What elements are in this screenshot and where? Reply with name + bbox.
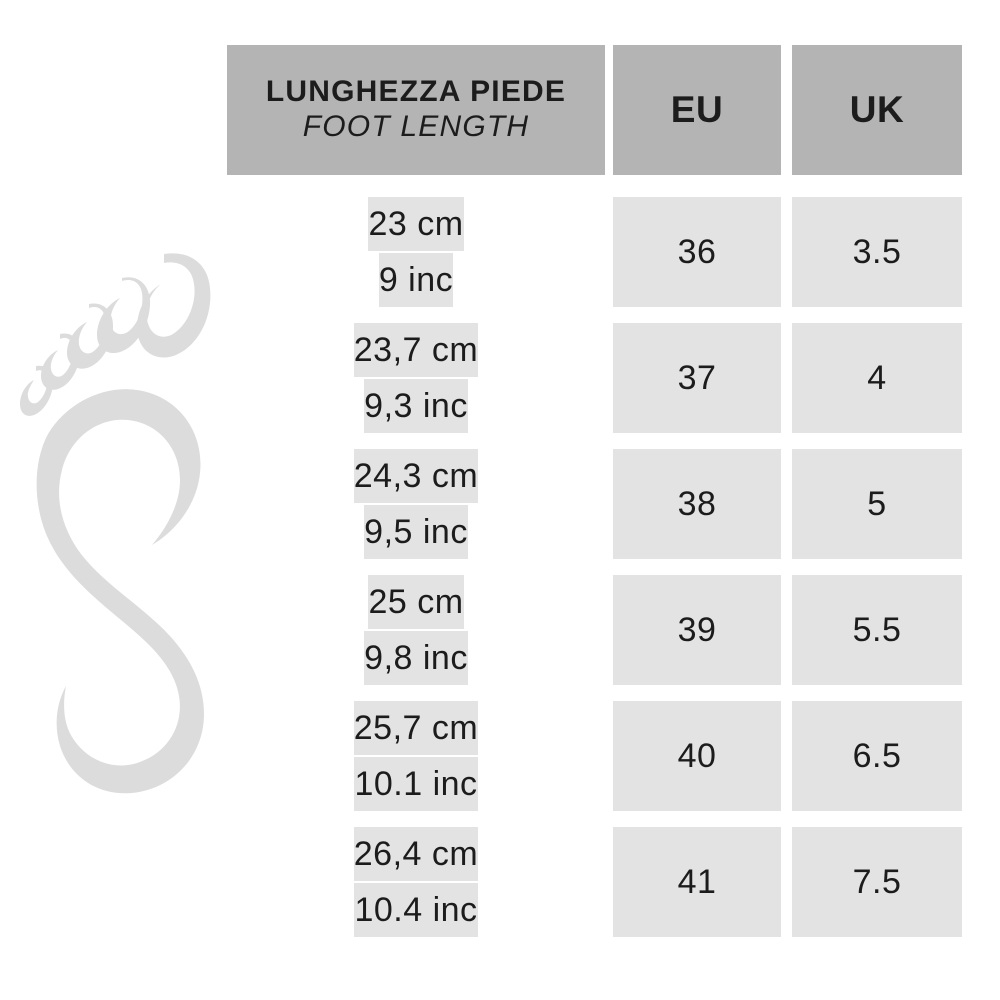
cell-length-cm: 25 cm — [368, 575, 464, 629]
table-row: 25,7 cm 10.1 inc 40 6.5 — [227, 701, 962, 811]
cell-eu-size: 39 — [613, 575, 781, 685]
cell-foot-length: 23 cm 9 inc — [227, 197, 605, 307]
cell-eu-size: 38 — [613, 449, 781, 559]
header-cell-uk: UK — [792, 45, 962, 175]
cell-foot-length: 24,3 cm 9,5 inc — [227, 449, 605, 559]
cell-uk-size: 5.5 — [792, 575, 962, 685]
cell-length-inc: 9 inc — [378, 253, 454, 307]
cell-length-cm: 24,3 cm — [353, 449, 479, 503]
header-cell-foot-length: LUNGHEZZA PIEDE FOOT LENGTH — [227, 45, 605, 175]
cell-eu-size: 37 — [613, 323, 781, 433]
header-foot-length-it: LUNGHEZZA PIEDE — [265, 75, 567, 109]
cell-eu-size: 40 — [613, 701, 781, 811]
cell-foot-length: 23,7 cm 9,3 inc — [227, 323, 605, 433]
table-row: 24,3 cm 9,5 inc 38 5 — [227, 449, 962, 559]
header-uk-label: UK — [849, 89, 905, 130]
header-foot-length-en: FOOT LENGTH — [302, 110, 530, 143]
cell-length-cm: 23 cm — [368, 197, 464, 251]
cell-uk-size: 6.5 — [792, 701, 962, 811]
cell-length-inc: 9,3 inc — [364, 379, 468, 433]
cell-uk-size: 7.5 — [792, 827, 962, 937]
cell-length-inc: 10.1 inc — [354, 757, 478, 811]
table-row: 25 cm 9,8 inc 39 5.5 — [227, 575, 962, 685]
cell-eu-size: 36 — [613, 197, 781, 307]
foot-outline-icon — [20, 253, 211, 794]
table-row: 26,4 cm 10.4 inc 41 7.5 — [227, 827, 962, 937]
cell-length-cm: 25,7 cm — [353, 701, 479, 755]
cell-length-cm: 23,7 cm — [353, 323, 479, 377]
cell-uk-size: 4 — [792, 323, 962, 433]
cell-foot-length: 25,7 cm 10.1 inc — [227, 701, 605, 811]
cell-length-cm: 26,4 cm — [353, 827, 479, 881]
cell-foot-length: 26,4 cm 10.4 inc — [227, 827, 605, 937]
cell-uk-size: 3.5 — [792, 197, 962, 307]
header-cell-eu: EU — [613, 45, 781, 175]
table-header-row: LUNGHEZZA PIEDE FOOT LENGTH EU UK — [227, 45, 962, 175]
size-chart-table: LUNGHEZZA PIEDE FOOT LENGTH EU UK 23 cm … — [227, 45, 962, 942]
cell-uk-size: 5 — [792, 449, 962, 559]
cell-length-inc: 9,5 inc — [364, 505, 468, 559]
cell-length-inc: 10.4 inc — [354, 883, 478, 937]
cell-foot-length: 25 cm 9,8 inc — [227, 575, 605, 685]
cell-eu-size: 41 — [613, 827, 781, 937]
table-row: 23,7 cm 9,3 inc 37 4 — [227, 323, 962, 433]
table-row: 23 cm 9 inc 36 3.5 — [227, 197, 962, 307]
cell-length-inc: 9,8 inc — [364, 631, 468, 685]
header-eu-label: EU — [670, 89, 724, 130]
